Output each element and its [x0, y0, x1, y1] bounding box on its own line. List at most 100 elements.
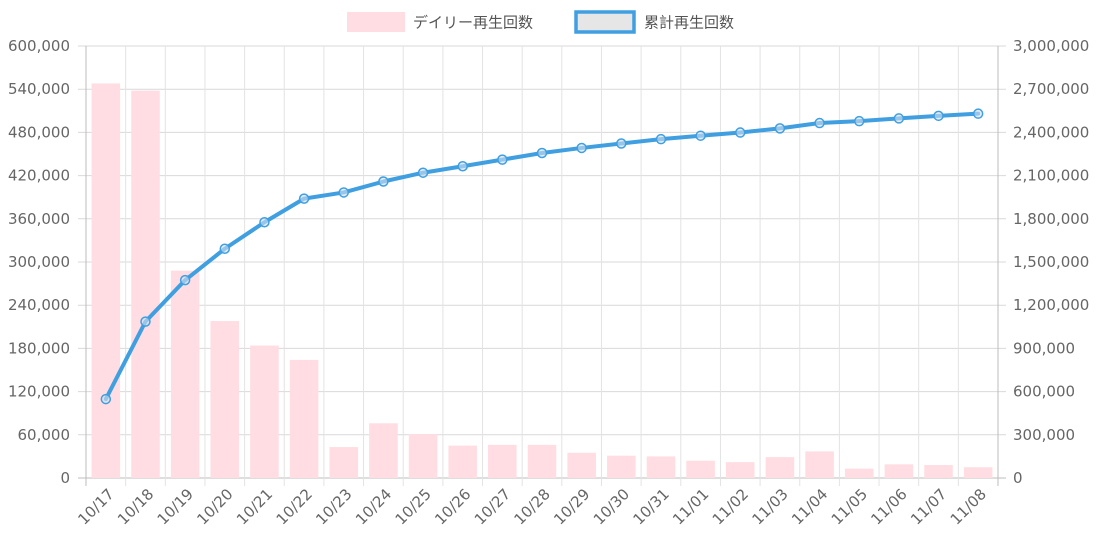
bar: [527, 444, 557, 478]
bar: [924, 465, 953, 478]
legend-label-cumulative: 累計再生回数: [644, 14, 734, 32]
bar: [448, 445, 477, 478]
line-point: [497, 154, 508, 165]
line-point: [298, 193, 310, 204]
bar: [567, 452, 596, 478]
line-point: [616, 138, 627, 149]
x-tick-label: 10/20: [193, 485, 236, 528]
bar: [408, 434, 438, 478]
line-point: [972, 108, 984, 119]
x-tick-label: 11/04: [788, 485, 831, 528]
legend-swatch-cumulative: [574, 10, 636, 34]
line-point: [219, 243, 231, 255]
y-right-tick-label: 0: [1013, 469, 1023, 487]
x-tick-label: 10/21: [233, 485, 276, 528]
x-tick-label: 11/07: [907, 485, 950, 528]
x-tick-label: 10/26: [431, 485, 474, 528]
bar: [725, 462, 755, 478]
bar: [91, 83, 121, 478]
line-point: [100, 393, 112, 405]
y-left-tick-label: 240,000: [8, 296, 70, 314]
bar: [805, 451, 834, 478]
left-axis: 0 60,000 120,000 180,000 240,000 300,000 360,0…: [8, 37, 70, 487]
y-right-tick-label: 600,000: [1013, 383, 1075, 401]
x-tick-label: 10/25: [392, 485, 435, 528]
bar: [170, 270, 200, 478]
y-left-tick-label: 180,000: [8, 339, 70, 357]
bar: [607, 455, 636, 478]
y-left-tick-label: 420,000: [8, 167, 70, 185]
bar-series: [91, 83, 993, 478]
y-right-tick-label: 1,200,000: [1013, 296, 1089, 314]
line-point: [774, 123, 786, 134]
bar: [289, 359, 319, 478]
legend-swatch-daily: [347, 12, 405, 32]
x-tick-label: 10/27: [471, 485, 514, 528]
x-tick-label: 10/31: [629, 485, 672, 528]
x-tick-label: 10/24: [352, 485, 395, 528]
y-left-tick-label: 360,000: [8, 210, 70, 228]
bar: [844, 468, 874, 478]
x-tick-label: 11/06: [867, 485, 910, 528]
y-left-tick-label: 300,000: [8, 253, 70, 271]
x-tick-label: 10/17: [74, 485, 117, 528]
x-tick-label: 11/03: [748, 485, 791, 528]
legend-label-daily: デイリー再生回数: [413, 14, 533, 32]
line-point: [735, 127, 746, 138]
bar: [686, 460, 715, 478]
line-point: [259, 217, 270, 228]
x-tick-label: 11/08: [947, 485, 990, 528]
x-tick-label: 11/05: [828, 485, 871, 528]
bar: [131, 90, 160, 478]
x-tick-label: 11/02: [709, 485, 752, 528]
line-point: [536, 147, 548, 159]
bar: [210, 321, 240, 478]
y-left-tick-label: 540,000: [8, 80, 70, 98]
x-tick-label: 10/23: [312, 485, 355, 528]
x-tick-label: 10/29: [550, 485, 593, 528]
x-tick-label: 10/22: [273, 485, 316, 528]
line-point: [576, 142, 587, 154]
line-point: [933, 110, 944, 122]
y-right-tick-label: 3,000,000: [1013, 37, 1089, 55]
line-point: [655, 133, 667, 145]
grid: [78, 45, 1006, 486]
y-right-tick-label: 900,000: [1013, 339, 1075, 357]
line-point: [893, 113, 905, 124]
x-tick-label: 11/01: [669, 485, 712, 528]
line-point: [853, 115, 865, 127]
y-left-tick-label: 0: [60, 469, 70, 487]
x-tick-label: 10/18: [114, 485, 157, 528]
y-left-tick-label: 120,000: [8, 383, 70, 401]
y-right-tick-label: 2,100,000: [1013, 167, 1089, 185]
line-series: [100, 108, 984, 405]
y-right-tick-label: 300,000: [1013, 426, 1075, 444]
y-right-tick-label: 1,800,000: [1013, 210, 1089, 228]
y-right-tick-label: 2,700,000: [1013, 80, 1089, 98]
bar: [884, 464, 914, 478]
line-point: [179, 274, 191, 286]
line-point: [140, 316, 151, 327]
x-tick-label: 10/28: [511, 485, 554, 528]
y-right-tick-label: 2,400,000: [1013, 123, 1089, 141]
x-axis: 10/1710/1810/1910/2010/2110/2210/2310/24…: [74, 485, 990, 528]
line-point: [378, 176, 389, 187]
legend: デイリー再生回数 累計再生回数: [347, 10, 734, 34]
y-right-tick-label: 1,500,000: [1013, 253, 1089, 271]
bar: [369, 423, 398, 478]
y-left-tick-label: 60,000: [18, 426, 71, 444]
x-tick-label: 10/30: [590, 485, 633, 528]
bar: [963, 467, 993, 478]
x-tick-label: 10/19: [154, 485, 197, 528]
line-point: [338, 187, 349, 198]
bar: [329, 447, 359, 478]
line-point: [417, 167, 429, 178]
y-left-tick-label: 480,000: [8, 123, 70, 141]
bar: [250, 345, 279, 478]
bar: [488, 444, 517, 478]
line-point: [814, 117, 825, 129]
bar: [646, 456, 676, 478]
right-axis: 0 300,000 600,000 900,000 1,200,000 1,500,000…: [1013, 37, 1089, 487]
bar: [765, 457, 795, 478]
